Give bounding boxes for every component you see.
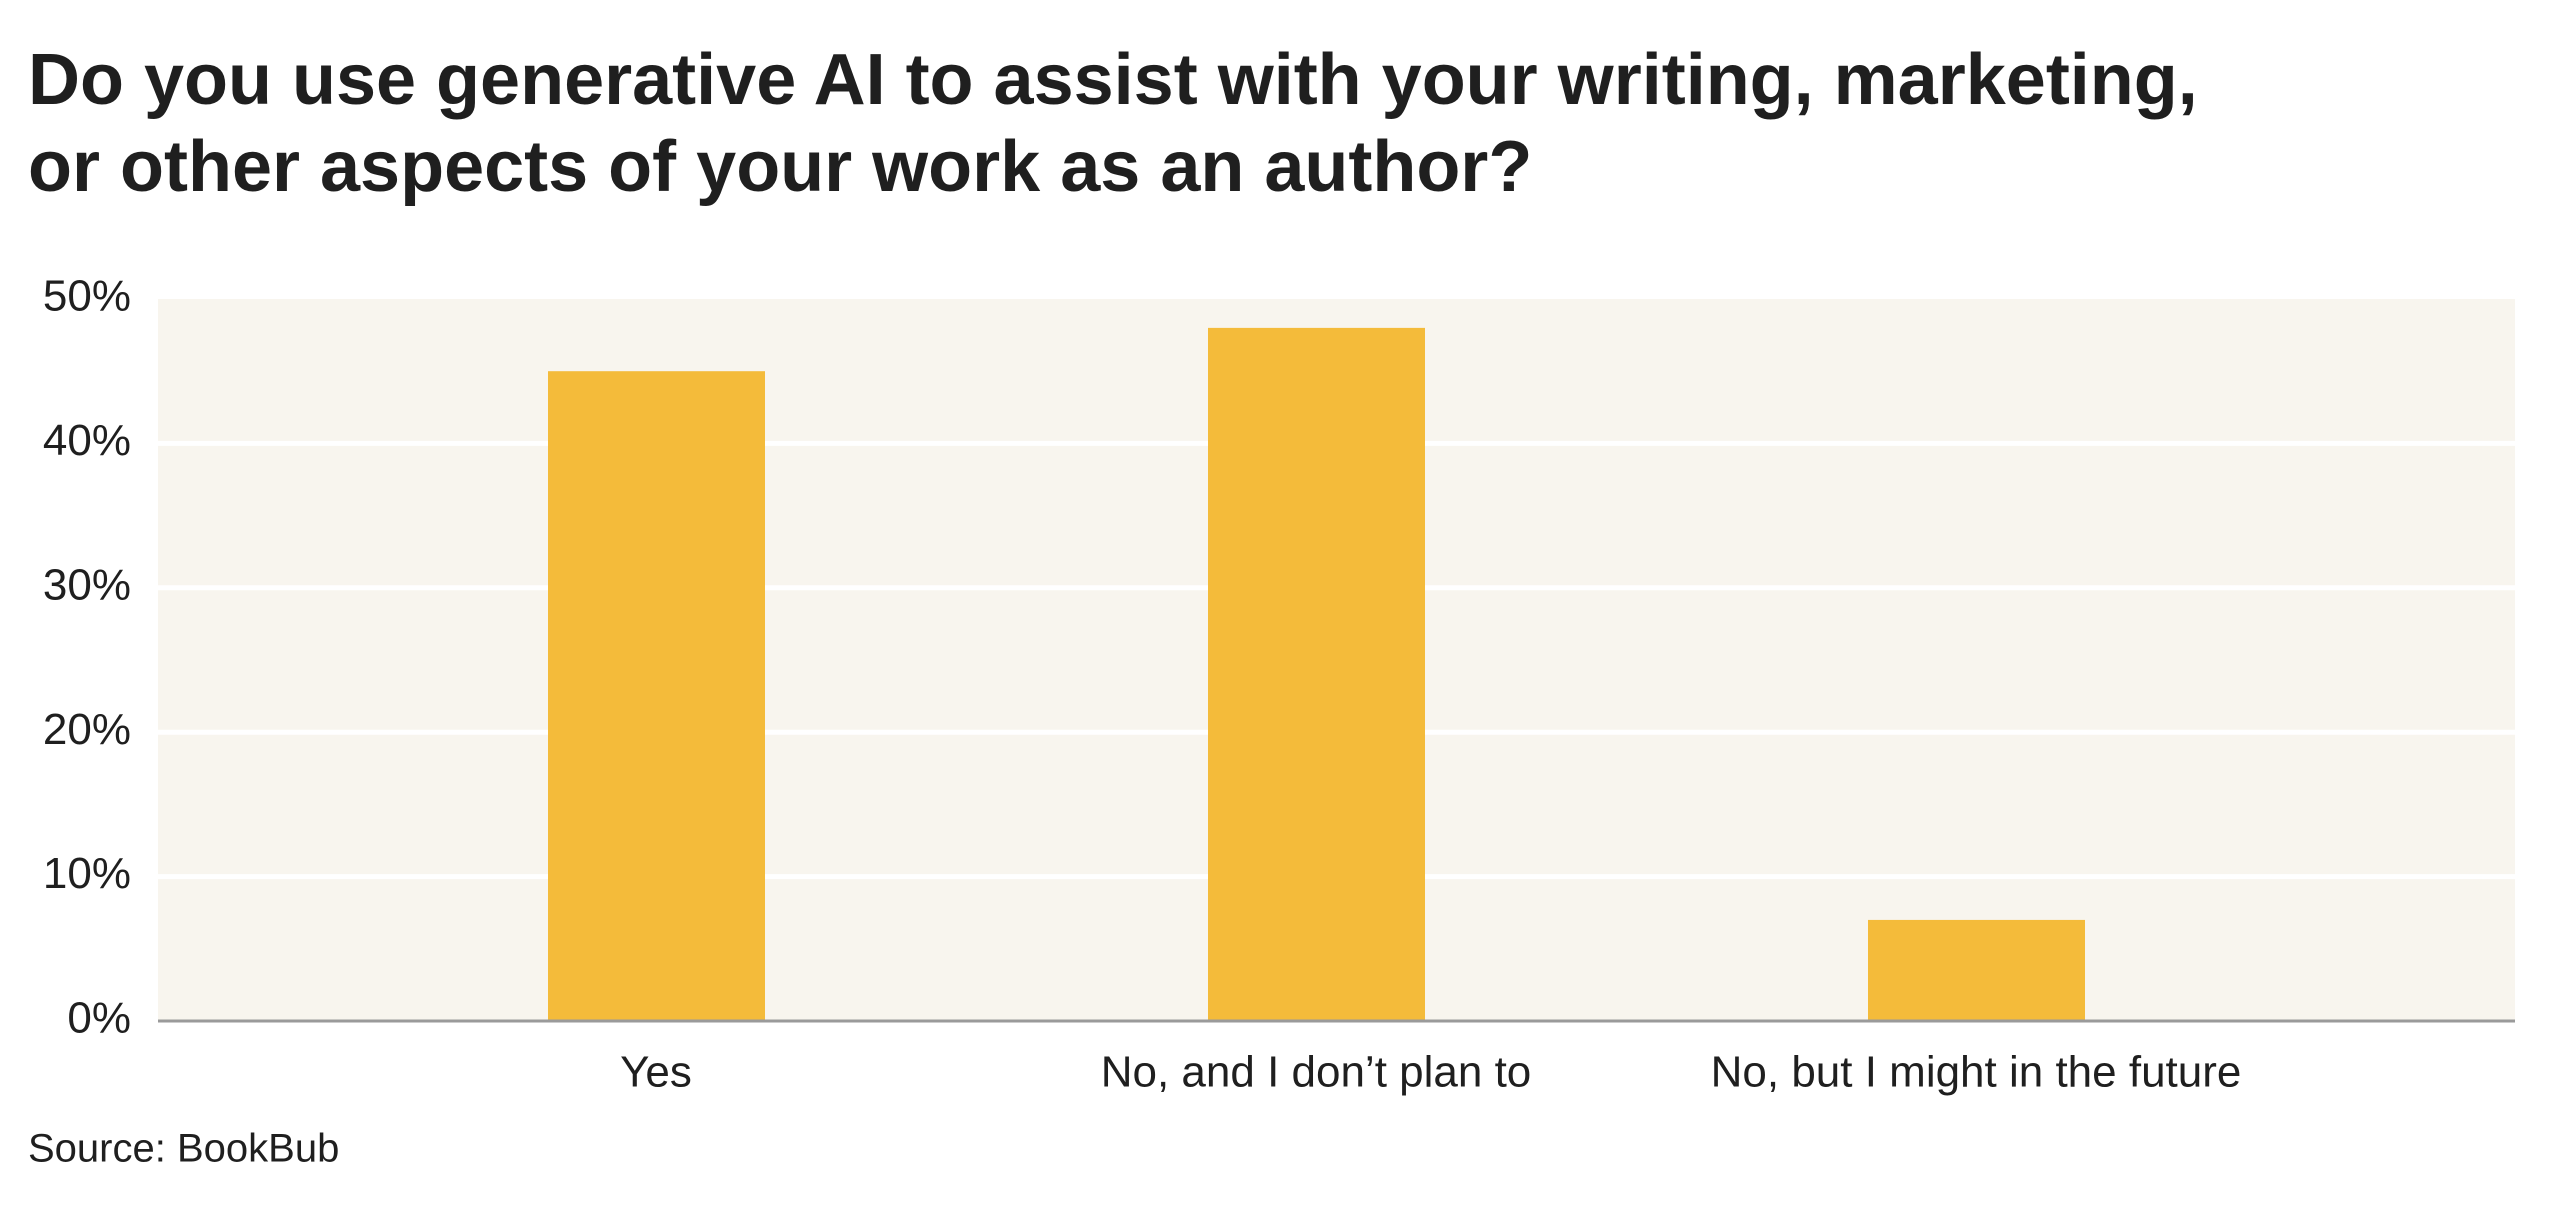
y-tick-label: 10% bbox=[43, 849, 131, 898]
y-tick-label: 30% bbox=[43, 560, 131, 609]
y-tick-label: 0% bbox=[67, 994, 131, 1043]
x-tick-label: Yes bbox=[620, 1048, 692, 1097]
x-tick-label: No, and I don’t plan to bbox=[1101, 1048, 1532, 1097]
chart-title: Do you use generative AI to assist with … bbox=[28, 40, 2198, 120]
y-tick-label: 50% bbox=[43, 272, 131, 321]
bar bbox=[1208, 327, 1425, 1021]
bar bbox=[1868, 919, 2085, 1021]
x-tick-label: No, but I might in the future bbox=[1711, 1048, 2242, 1097]
y-tick-label: 40% bbox=[43, 416, 131, 465]
chart-title: or other aspects of your work as an auth… bbox=[28, 127, 1532, 207]
source-note: Source: BookBub bbox=[28, 1127, 339, 1171]
bar bbox=[548, 371, 765, 1021]
y-tick-label: 20% bbox=[43, 705, 131, 754]
